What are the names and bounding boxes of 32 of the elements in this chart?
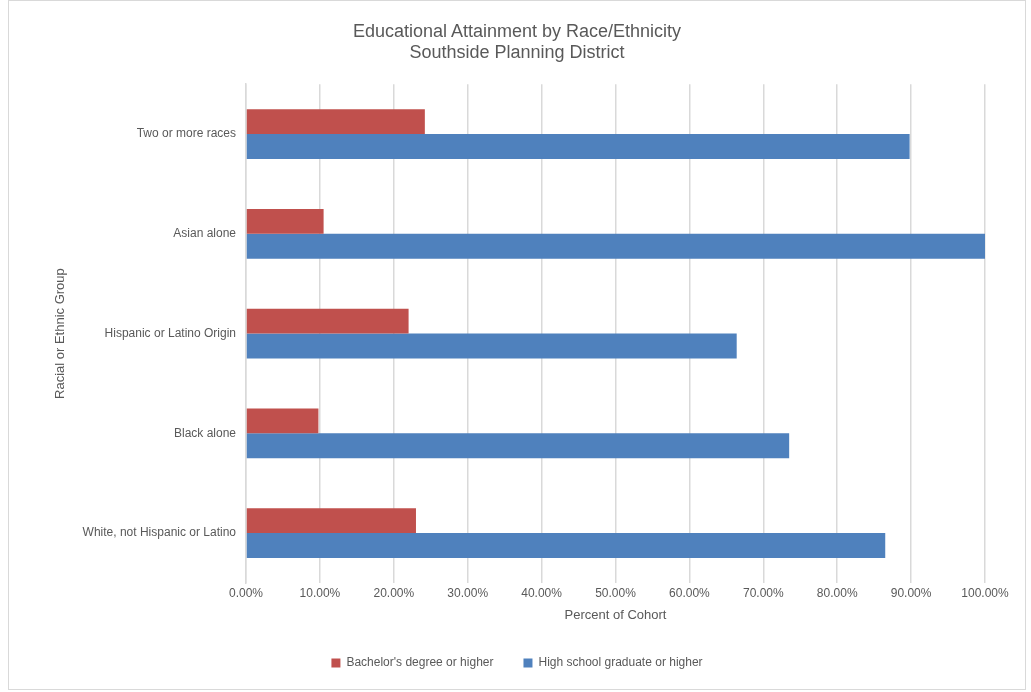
x-tick-label: 20.00% — [373, 585, 415, 600]
x-tick-label: 80.00% — [816, 585, 858, 600]
bar — [246, 433, 790, 459]
bar — [246, 233, 985, 259]
x-tick-label: 90.00% — [890, 585, 932, 600]
x-tick-label: 60.00% — [669, 585, 711, 600]
x-tick-label: 0.00% — [228, 585, 264, 600]
bar — [246, 109, 425, 135]
legend-label: High school graduate or higher — [538, 655, 703, 670]
x-tick-label: 10.00% — [299, 585, 341, 600]
y-axis-title: Racial or Ethnic Group — [52, 268, 68, 399]
bar — [246, 408, 319, 434]
x-tick-label: 40.00% — [521, 585, 563, 600]
x-axis-title: Percent of Cohort — [564, 606, 667, 622]
y-tick-label: Asian alone — [173, 226, 237, 241]
bar — [246, 208, 324, 234]
bar — [246, 308, 409, 334]
bar — [246, 333, 737, 359]
x-tick-label: 100.00% — [961, 585, 1010, 600]
x-tick-label: 70.00% — [742, 585, 784, 600]
chart-subtitle: Southside Planning District — [409, 42, 625, 63]
y-tick-label: Two or more races — [136, 126, 237, 141]
chart-title: Educational Attainment by Race/Ethnicity — [352, 20, 682, 41]
y-tick-label: Black alone — [173, 425, 237, 440]
bar — [246, 508, 416, 534]
legend-label: Bachelor's degree or higher — [346, 655, 494, 670]
y-tick-label: Hispanic or Latino Origin — [104, 325, 237, 340]
bar — [246, 134, 910, 160]
y-tick-label: White, not Hispanic or Latino — [82, 525, 237, 540]
bar — [246, 533, 886, 559]
x-tick-label: 50.00% — [595, 585, 637, 600]
x-tick-label: 30.00% — [447, 585, 489, 600]
